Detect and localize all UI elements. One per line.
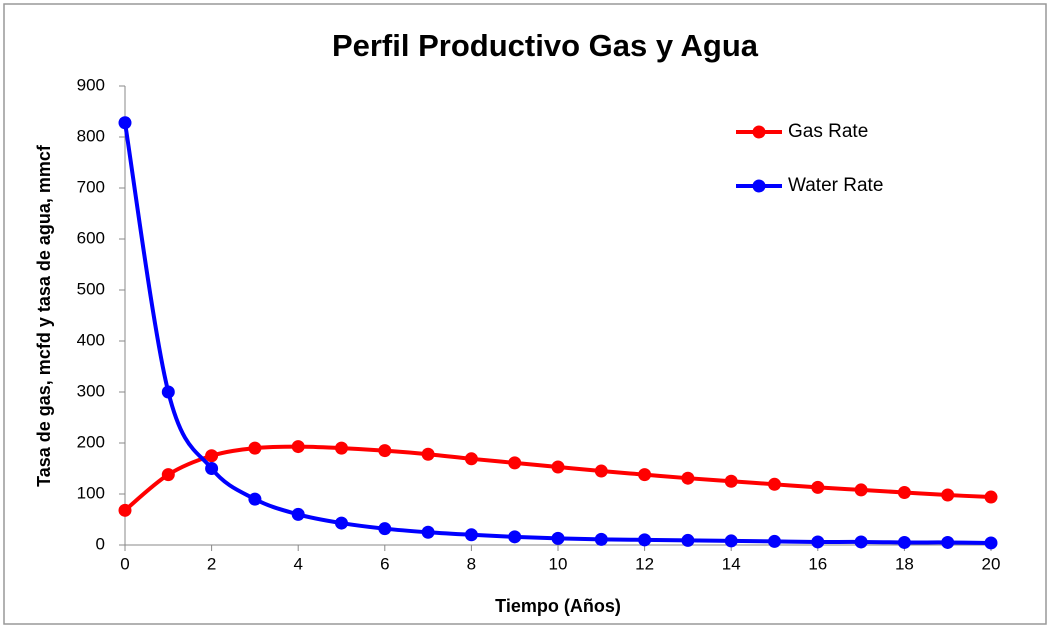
data-point xyxy=(724,534,738,548)
data-point xyxy=(854,535,868,549)
chart-frame xyxy=(3,3,1047,625)
series-line xyxy=(123,122,992,545)
y-tick-label: 100 xyxy=(77,483,105,502)
data-point xyxy=(551,460,565,474)
data-point xyxy=(118,503,132,517)
data-point xyxy=(984,536,998,550)
data-point xyxy=(378,522,392,536)
data-point xyxy=(594,532,608,546)
data-point xyxy=(768,534,781,548)
y-axis-label: Tasa de gas, mcfd y tasa de agua, mmcf xyxy=(34,144,54,487)
data-point xyxy=(464,452,478,466)
data-point xyxy=(421,525,435,539)
x-tick-label: 12 xyxy=(635,554,654,573)
legend-label: Gas Rate xyxy=(788,121,868,142)
data-point xyxy=(291,507,305,521)
y-tick-label: 600 xyxy=(77,228,105,247)
legend-marker xyxy=(752,179,766,193)
data-point xyxy=(508,456,522,470)
data-point xyxy=(638,468,652,482)
x-tick-label: 20 xyxy=(982,554,1001,573)
data-point xyxy=(551,531,565,545)
data-point xyxy=(594,464,608,478)
y-tick-label: 300 xyxy=(77,381,105,400)
x-axis-label: Tiempo (Años) xyxy=(495,596,621,616)
data-point xyxy=(941,535,955,549)
x-tick-label: 10 xyxy=(549,554,568,573)
data-point xyxy=(681,533,695,547)
legend-label: Water Rate xyxy=(788,175,883,196)
y-tick-label: 900 xyxy=(77,75,105,94)
x-tick-label: 2 xyxy=(207,554,216,573)
chart-title: Perfil Productivo Gas y Agua xyxy=(332,28,759,63)
data-point xyxy=(724,474,738,488)
data-point xyxy=(811,535,825,549)
data-point xyxy=(854,483,868,497)
data-point xyxy=(464,528,478,542)
data-point xyxy=(118,116,132,130)
data-point xyxy=(378,444,392,458)
data-point xyxy=(508,530,522,544)
x-tick-label: 8 xyxy=(467,554,476,573)
data-point xyxy=(421,447,435,461)
x-tick-label: 6 xyxy=(380,554,389,573)
x-tick-label: 18 xyxy=(895,554,914,573)
data-point xyxy=(291,440,305,454)
data-point xyxy=(161,385,175,399)
data-point xyxy=(335,516,348,530)
data-point xyxy=(941,488,955,502)
data-point xyxy=(205,462,219,475)
legend-marker xyxy=(752,125,766,139)
data-point xyxy=(681,471,695,485)
data-point xyxy=(897,535,911,549)
y-tick-label: 200 xyxy=(77,432,105,451)
y-tick-label: 500 xyxy=(77,279,105,298)
data-point xyxy=(335,441,348,455)
data-point xyxy=(984,490,998,504)
x-tick-label: 14 xyxy=(722,554,741,573)
y-tick-label: 800 xyxy=(77,126,105,145)
x-tick-label: 4 xyxy=(293,554,302,573)
x-tick-label: 16 xyxy=(808,554,827,573)
data-point xyxy=(768,477,781,491)
x-tick-label: 0 xyxy=(120,554,129,573)
data-point xyxy=(248,492,262,506)
data-point xyxy=(205,449,219,463)
data-point xyxy=(811,480,825,494)
y-tick-label: 0 xyxy=(96,534,105,553)
data-point xyxy=(897,485,911,499)
data-point xyxy=(638,533,652,547)
y-tick-label: 400 xyxy=(77,330,105,349)
data-point xyxy=(248,441,262,455)
data-point xyxy=(161,468,175,482)
y-tick-label: 700 xyxy=(77,177,105,196)
